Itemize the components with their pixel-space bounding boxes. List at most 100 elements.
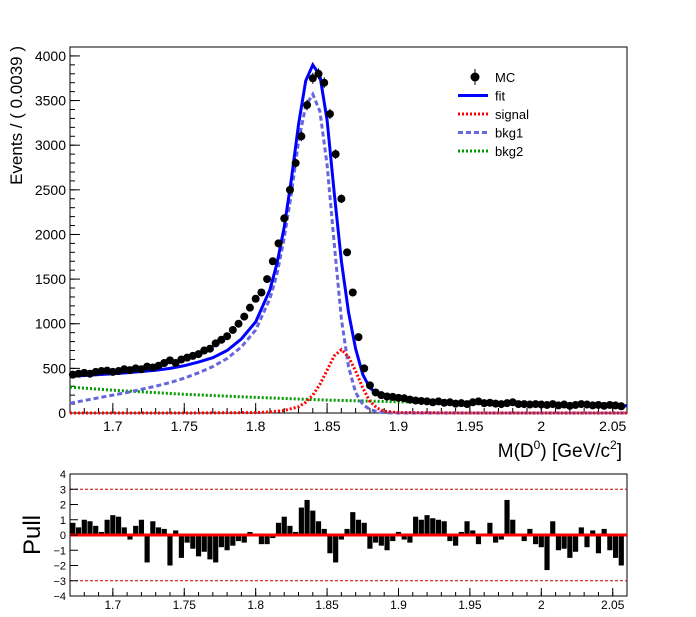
pull-bar	[293, 531, 299, 535]
x-tick-label: 1.8	[246, 418, 266, 434]
pull-bar	[321, 528, 327, 535]
pull-x-tick-label: 1.9	[390, 598, 407, 612]
pull-bar	[350, 512, 356, 535]
y-tick-label: 1000	[35, 316, 66, 332]
pull-bar	[338, 535, 344, 540]
pull-bar	[184, 535, 190, 543]
legend-bkg1-label: bkg1	[495, 126, 523, 141]
pull-bar	[247, 531, 253, 535]
pull-bars	[70, 499, 624, 571]
pull-bar	[81, 519, 87, 535]
pull-y-tick-label: −1	[53, 545, 66, 557]
pull-x-tick-label: 1.7	[105, 598, 122, 612]
pull-bar	[590, 530, 596, 535]
x-tick-label: 1.7	[103, 418, 123, 434]
pull-bar	[298, 507, 304, 535]
x-tick-label: 1.85	[313, 418, 340, 434]
pull-bar	[413, 516, 419, 535]
pull-bar	[361, 522, 367, 535]
pull-bar	[213, 535, 219, 563]
pull-bar	[167, 535, 173, 566]
y-tick-label: 0	[58, 405, 66, 421]
legend: MC fit signal bkg1 bkg2	[458, 69, 529, 159]
y-tick-label: 4000	[35, 48, 66, 64]
pull-x-tick-label: 2.05	[601, 598, 625, 612]
pull-bar	[538, 535, 544, 548]
mc-point	[537, 400, 546, 409]
y-axis-label: Events / ( 0.0039 )	[7, 46, 26, 185]
pull-bar	[138, 519, 144, 535]
mc-point	[491, 399, 500, 408]
pull-y-axis-label: Pull	[19, 515, 46, 555]
pull-bar	[407, 535, 413, 543]
pull-y-tick-label: −3	[53, 576, 66, 588]
fit-curve	[69, 61, 628, 408]
pull-bar	[395, 531, 402, 535]
main-x-axis: 1.7 1.75 1.8 1.85 1.9 1.95 2 2.05	[69, 403, 628, 434]
pull-y-tick-label: 3	[60, 484, 66, 496]
mc-points	[68, 68, 626, 411]
mc-point	[234, 319, 243, 328]
mc-point	[274, 239, 283, 248]
mc-point	[605, 400, 614, 409]
pull-bar	[567, 535, 573, 558]
mc-point	[285, 185, 294, 194]
mc-point	[348, 288, 357, 297]
mc-point	[308, 74, 317, 83]
main-curves	[69, 61, 628, 415]
pull-bar	[275, 522, 282, 535]
pull-y-tick-label: 2	[60, 500, 66, 512]
pull-bar	[573, 535, 579, 552]
y-tick-label: 1500	[35, 271, 66, 287]
mc-point	[440, 398, 449, 407]
mc-point	[480, 399, 489, 408]
pull-bar	[447, 535, 453, 542]
mc-point	[97, 367, 106, 376]
pull-reference-lines	[70, 488, 627, 582]
pull-bar	[533, 535, 539, 545]
mc-point	[223, 332, 232, 341]
mc-point	[343, 248, 352, 257]
main-plot-frame	[69, 46, 628, 414]
y-tick-label: 3000	[35, 137, 66, 153]
mc-point	[240, 312, 249, 321]
pull-bar	[578, 527, 584, 535]
pull-bar	[498, 535, 504, 540]
mc-point	[217, 335, 226, 344]
mc-point	[268, 257, 277, 266]
bkg2-curve	[69, 385, 628, 407]
pull-bar	[470, 530, 476, 535]
pull-bar	[115, 516, 122, 535]
pull-y-tick-label: 4	[60, 469, 66, 481]
x-tick-label: 2.05	[599, 418, 626, 434]
pull-bar	[618, 535, 624, 566]
pull-bar	[464, 521, 470, 535]
mc-point	[297, 132, 306, 141]
mc-point	[394, 393, 403, 402]
mc-point	[531, 400, 540, 409]
pull-bar	[304, 499, 310, 535]
legend-mc-marker	[470, 72, 480, 82]
mc-point	[320, 78, 329, 87]
pull-bar	[150, 521, 156, 535]
mc-point	[194, 350, 203, 359]
mc-point	[337, 194, 346, 203]
legend-bkg2-label: bkg2	[495, 144, 523, 159]
pull-bar	[173, 530, 179, 535]
pull-bar	[333, 535, 339, 563]
mc-point	[314, 69, 323, 78]
pull-bar	[315, 521, 322, 535]
pull-x-tick-label: 2	[538, 598, 545, 612]
pull-bar	[93, 525, 99, 535]
pull-bar	[127, 535, 133, 540]
pull-x-tick-label: 1.95	[458, 598, 482, 612]
pull-bar	[75, 527, 82, 535]
pull-x-tick-label: 1.85	[315, 598, 339, 612]
mc-point	[525, 400, 534, 409]
legend-fit-label: fit	[495, 89, 506, 104]
pull-bar	[98, 531, 105, 535]
pull-bar	[418, 519, 424, 535]
pull-bar	[264, 535, 270, 545]
pull-bar	[384, 535, 390, 551]
